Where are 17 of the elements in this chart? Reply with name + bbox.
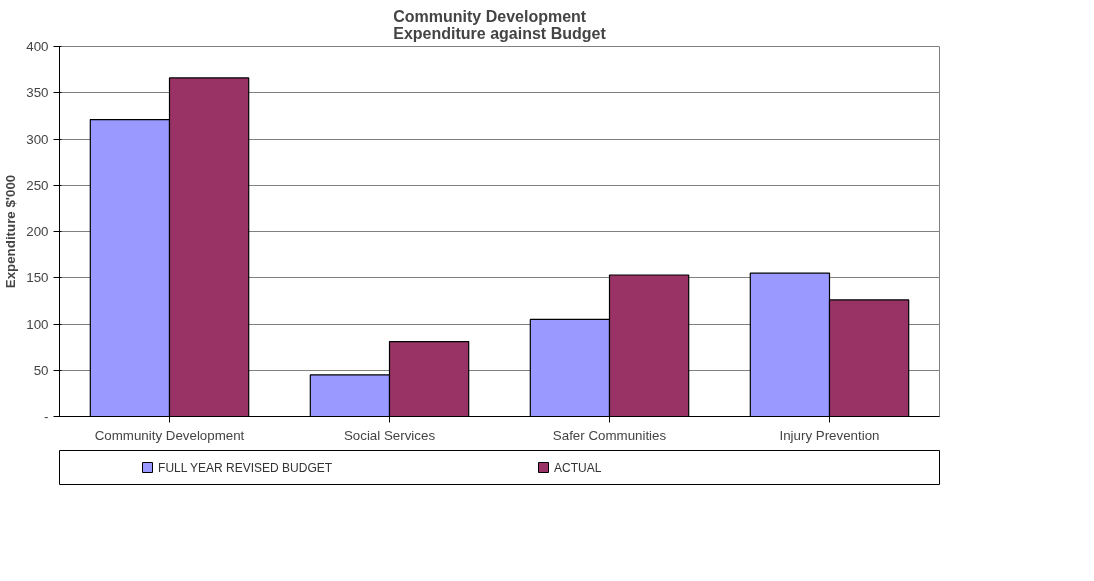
y-tick-label: 300 (26, 131, 49, 147)
x-tick-label: Injury Prevention (779, 427, 880, 443)
y-tick-label: 400 (26, 39, 49, 54)
y-tick-label: - (44, 409, 49, 424)
x-tick-label: Social Services (343, 427, 436, 443)
x-tick-label: Community Development (94, 427, 245, 443)
legend-label: ACTUAL (554, 460, 602, 475)
y-tick-label: 200 (26, 224, 49, 239)
y-tick-label: 250 (26, 177, 49, 193)
y-axis-title: Expenditure $'000 (3, 174, 19, 289)
y-tick-label: 100 (26, 316, 49, 332)
legend-label: FULL YEAR REVISED BUDGET (158, 460, 333, 475)
y-tick-label: 50 (33, 362, 49, 378)
x-tick-label: Safer Communities (552, 427, 667, 443)
chart-title: Community Development Expenditure against Budget (393, 7, 607, 42)
y-tick-label: 150 (26, 270, 49, 286)
y-tick-label: 350 (26, 85, 49, 101)
